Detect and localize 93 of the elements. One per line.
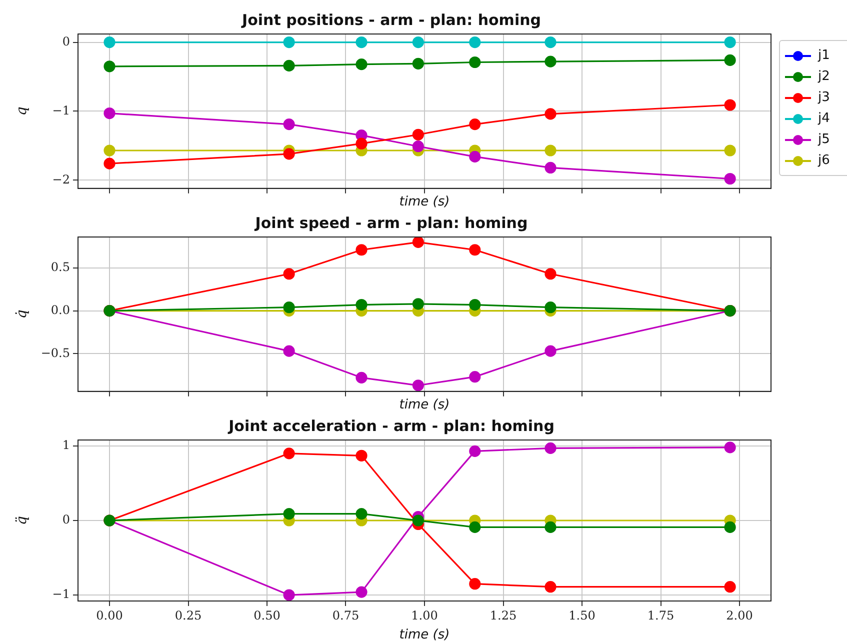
point [724,172,736,185]
point [544,144,556,156]
point [356,138,368,150]
x-tick-label: 2.00 [726,608,753,622]
point [283,118,295,130]
point [724,581,736,593]
y-tick-label: 0.0 [50,302,70,317]
x-tick-label: 0.25 [174,608,202,622]
point [356,586,368,598]
y-tick-label: 0 [62,512,70,527]
point [469,371,481,383]
x-axis-title: time (s) [399,194,450,210]
point [412,380,424,392]
point [469,578,481,590]
point [283,448,295,460]
point [283,60,295,72]
point [356,58,368,70]
point [356,372,368,384]
y-axis-title: q̈ [14,516,30,525]
y-tick-label: 1 [62,438,70,452]
x-tick-label: 0.75 [332,608,360,622]
point [283,268,295,280]
legend-label: j3 [818,90,830,105]
point [104,36,116,48]
point [469,150,481,162]
point [544,162,556,174]
point [469,244,481,256]
point [544,345,556,357]
point [356,450,368,462]
point [412,58,424,70]
point [356,298,368,311]
point [104,60,116,72]
y-axis-title: q [14,106,30,116]
point [544,302,556,314]
point [412,298,424,310]
y-tick-label: −1 [52,587,70,602]
x-tick-label: 1.00 [411,608,438,622]
point [724,36,736,48]
point [356,36,368,48]
legend-label: j2 [818,69,830,84]
legend-label: j5 [818,132,830,147]
x-axis-title: time (s) [399,628,450,643]
y-tick-label: 0.5 [50,260,70,274]
y-tick-label: −1 [52,103,70,118]
point [412,128,424,140]
point [724,521,736,534]
point [544,56,556,68]
x-tick-label: 1.75 [647,608,674,622]
point [412,140,424,152]
chart-title: Joint speed - arm - plan: homing [254,214,528,232]
x-tick-label: 0.00 [96,608,123,622]
x-axis-title: time (s) [399,398,450,413]
point [283,345,295,357]
point [469,118,481,130]
point [104,158,116,170]
x-tick-label: 1.25 [490,608,517,622]
point [469,36,481,48]
legend-label: j1 [818,48,830,63]
point [544,36,556,48]
point [469,298,481,311]
point [724,442,736,454]
point [283,508,295,520]
point [544,581,556,593]
point [544,268,556,280]
point [724,99,736,111]
point [412,36,424,48]
point [283,148,295,160]
chart-title: Joint acceleration - arm - plan: homing [228,416,554,435]
y-tick-label: 0 [62,34,70,48]
chart-title: Joint positions - arm - plan: homing [241,10,541,29]
point [469,521,481,534]
point [544,442,556,454]
point [412,237,424,248]
point [283,589,295,601]
point [356,508,368,520]
y-tick-label: −0.5 [40,346,70,360]
point [283,36,295,48]
legend-label: j4 [818,111,830,126]
point [469,56,481,68]
point [544,108,556,120]
point [469,445,481,457]
x-tick-label: 1.50 [568,608,596,622]
point [724,54,736,66]
x-tick-label: 0.50 [254,608,280,622]
point [104,144,116,156]
y-axis-title: q̇ [14,310,30,319]
point [544,521,556,534]
point [104,107,116,120]
point [283,302,295,314]
point [724,144,736,156]
point [356,244,368,256]
y-tick-label: −2 [52,172,70,186]
legend-label: j6 [818,153,830,168]
